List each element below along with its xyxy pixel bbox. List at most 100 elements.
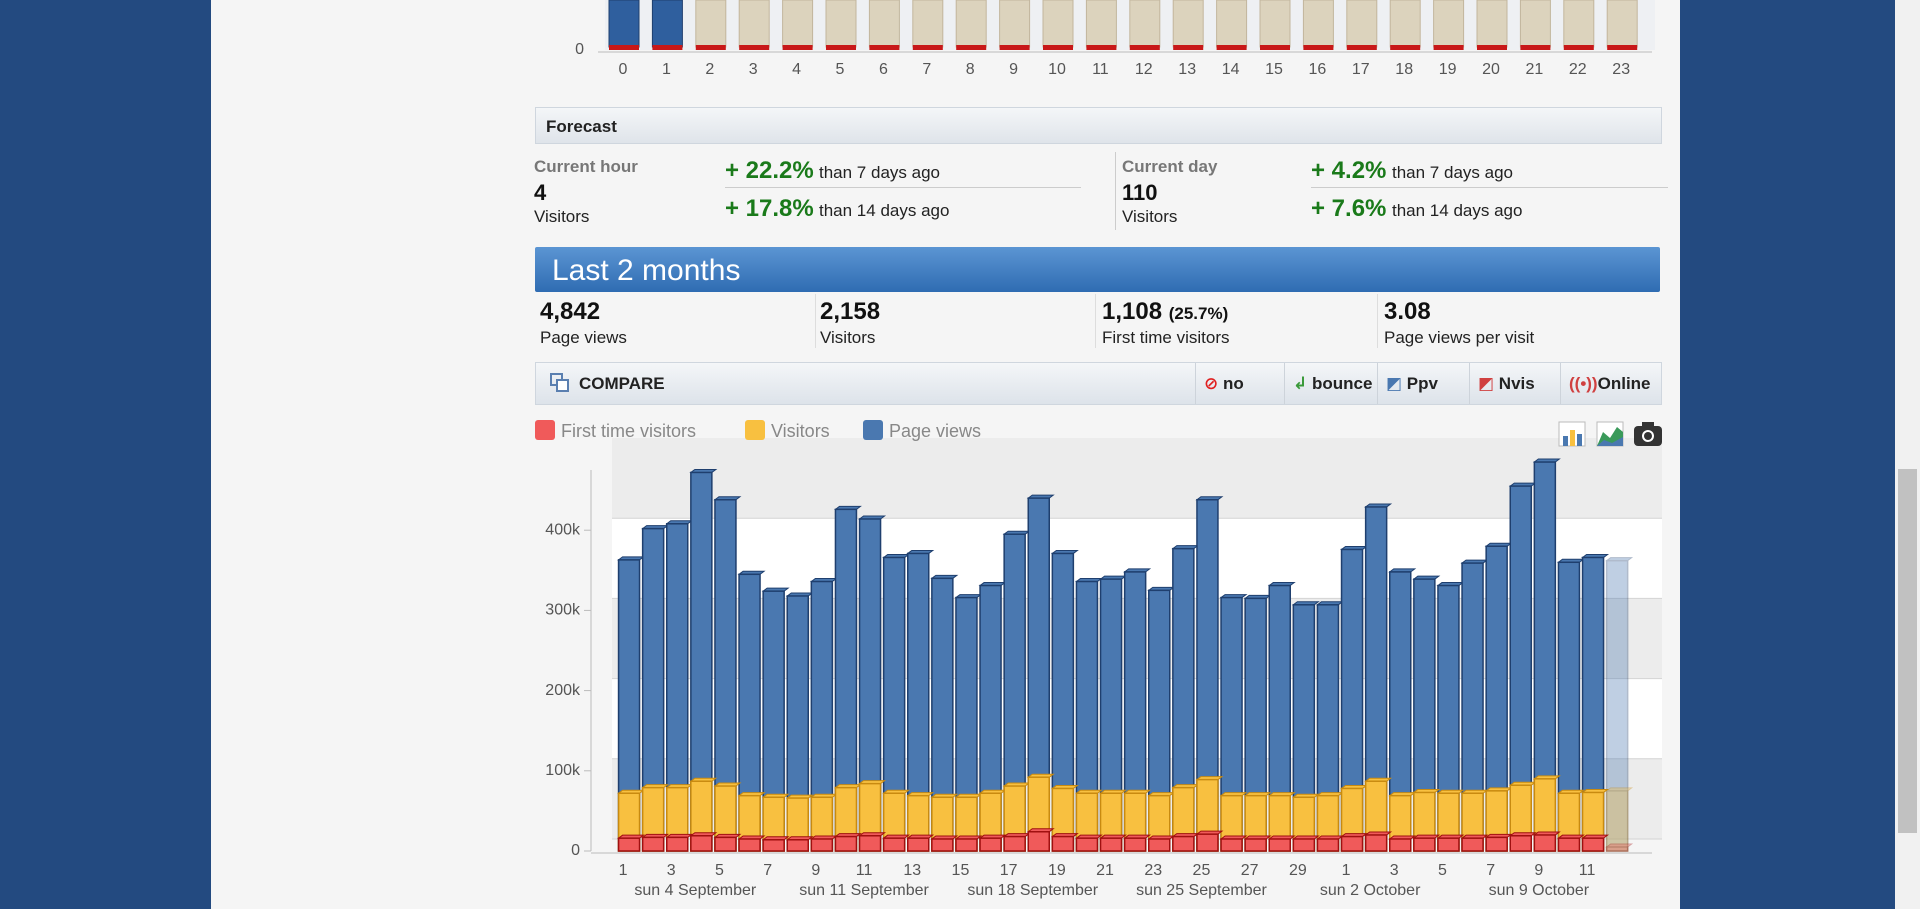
y-tick-label: 0 xyxy=(575,41,584,58)
week-label: sun 25 September xyxy=(1136,882,1267,899)
button-label[interactable]: no xyxy=(1222,374,1244,393)
bar-group xyxy=(1002,833,1031,852)
stat-label: Page views xyxy=(540,328,627,347)
bar-group xyxy=(1243,835,1272,852)
hourly-floor xyxy=(1563,45,1594,50)
compare-button[interactable]: ↲ bounce xyxy=(1284,363,1377,404)
x-tick-label: 11 xyxy=(1092,61,1109,78)
area-icon[interactable] xyxy=(1596,421,1624,447)
bar xyxy=(1389,838,1412,852)
legend-swatch[interactable] xyxy=(863,420,883,440)
bar xyxy=(1413,837,1436,852)
hourly-bar-bg xyxy=(999,0,1031,48)
x-tick-label: 10 xyxy=(1048,61,1066,78)
bar xyxy=(1581,837,1605,852)
bar-top xyxy=(1605,843,1634,848)
legend-entry[interactable]: Page views xyxy=(863,420,981,442)
bar-group xyxy=(1364,503,1393,852)
button-label[interactable]: Ppv xyxy=(1406,374,1438,393)
hourly-bar-bg xyxy=(651,0,683,48)
bar xyxy=(979,837,1002,852)
bar xyxy=(834,835,858,852)
bar xyxy=(1340,835,1364,852)
bar-group xyxy=(1340,833,1369,852)
bar xyxy=(1437,837,1460,852)
bar-group xyxy=(1364,831,1393,852)
x-tick-label: 13 xyxy=(1178,61,1196,78)
legend-entry[interactable]: First time visitors xyxy=(535,420,696,442)
compare-button[interactable]: ◩ Ppv xyxy=(1377,363,1469,404)
stat-value: 1,108 xyxy=(1102,298,1163,325)
legend-label[interactable]: Page views xyxy=(889,421,982,441)
change-text: than 7 days ago xyxy=(1392,163,1513,182)
scroll-thumb[interactable] xyxy=(1898,469,1917,833)
forecast-header: Forecast xyxy=(535,107,1662,144)
compare-button[interactable]: ((•))Online xyxy=(1560,363,1661,404)
hourly-floor xyxy=(739,45,770,50)
legend-swatch[interactable] xyxy=(535,420,555,440)
bar-group xyxy=(1484,542,1513,852)
bar xyxy=(786,839,809,852)
hourly-floor xyxy=(1520,45,1551,50)
bar-group xyxy=(737,835,766,852)
hourly-bar-bg xyxy=(955,0,987,48)
week-label: sun 2 October xyxy=(1320,882,1421,899)
bar-group xyxy=(761,587,790,852)
button-label[interactable]: Nvis xyxy=(1498,374,1535,393)
bar-group xyxy=(978,834,1007,852)
bar-group xyxy=(713,833,742,852)
current-day-label: Current day xyxy=(1122,157,1218,176)
bar xyxy=(762,839,785,852)
x-tick-label: 13 xyxy=(903,862,921,879)
bar-group xyxy=(785,836,814,852)
week-label: sun 11 September xyxy=(799,882,929,899)
x-tick-label: 18 xyxy=(1395,61,1413,78)
x-tick-label: 21 xyxy=(1526,61,1544,78)
stat-label: Visitors xyxy=(820,328,876,347)
x-tick-label: 1 xyxy=(619,862,628,879)
change: + 7.6% xyxy=(1311,195,1387,222)
x-tick-label: 3 xyxy=(749,61,758,78)
camera-icon[interactable] xyxy=(1634,422,1662,446)
hourly-bar-bg xyxy=(738,0,770,48)
button-label[interactable]: bounce xyxy=(1311,374,1373,393)
x-tick-label: 5 xyxy=(1438,862,1447,879)
current-hour-value: 4 xyxy=(534,180,547,205)
legend-label[interactable]: First time visitors xyxy=(561,421,696,441)
bar-group xyxy=(665,833,694,852)
week-label: sun 4 September xyxy=(634,882,757,899)
legend-label[interactable]: Visitors xyxy=(771,421,830,441)
stat: 2,158 Visitors xyxy=(815,294,1096,348)
bar xyxy=(1533,834,1557,852)
hourly-bar-bg xyxy=(912,0,944,48)
button-label[interactable]: Online xyxy=(1597,374,1651,393)
y-tick-label: 300k xyxy=(545,602,581,619)
hourly-bar-bg xyxy=(1563,0,1595,48)
scrollbar[interactable] xyxy=(1895,0,1920,909)
bar-group xyxy=(1581,553,1610,852)
legend-swatch[interactable] xyxy=(745,420,765,440)
x-tick-label: 15 xyxy=(1265,61,1283,78)
compare-button[interactable]: ◩ Nvis xyxy=(1469,363,1560,404)
bar xyxy=(1027,831,1050,852)
bar-group xyxy=(1219,835,1248,852)
current-day-unit: Visitors xyxy=(1122,207,1178,226)
x-tick-label: 27 xyxy=(1241,862,1259,879)
compare-button[interactable]: ⊘ no xyxy=(1195,363,1284,404)
table-icon[interactable] xyxy=(1558,421,1586,447)
bar xyxy=(1461,837,1484,852)
bar-group xyxy=(1291,835,1320,852)
x-tick-label: 25 xyxy=(1193,862,1211,879)
bar-group xyxy=(617,834,646,852)
stat-value: 3.08 xyxy=(1384,298,1431,325)
bar xyxy=(738,838,761,852)
compare-bar: COMPARE ⊘ no ↲ bounce ◩ Ppv ◩ Nvis ((•))… xyxy=(535,362,1662,405)
bar xyxy=(1605,846,1629,852)
hourly-floor xyxy=(1303,45,1334,50)
legend-entry[interactable]: Visitors xyxy=(745,420,830,442)
x-tick-label: 6 xyxy=(879,61,888,78)
divider xyxy=(1115,152,1116,230)
bar xyxy=(690,835,713,852)
bar-group xyxy=(1026,828,1055,852)
